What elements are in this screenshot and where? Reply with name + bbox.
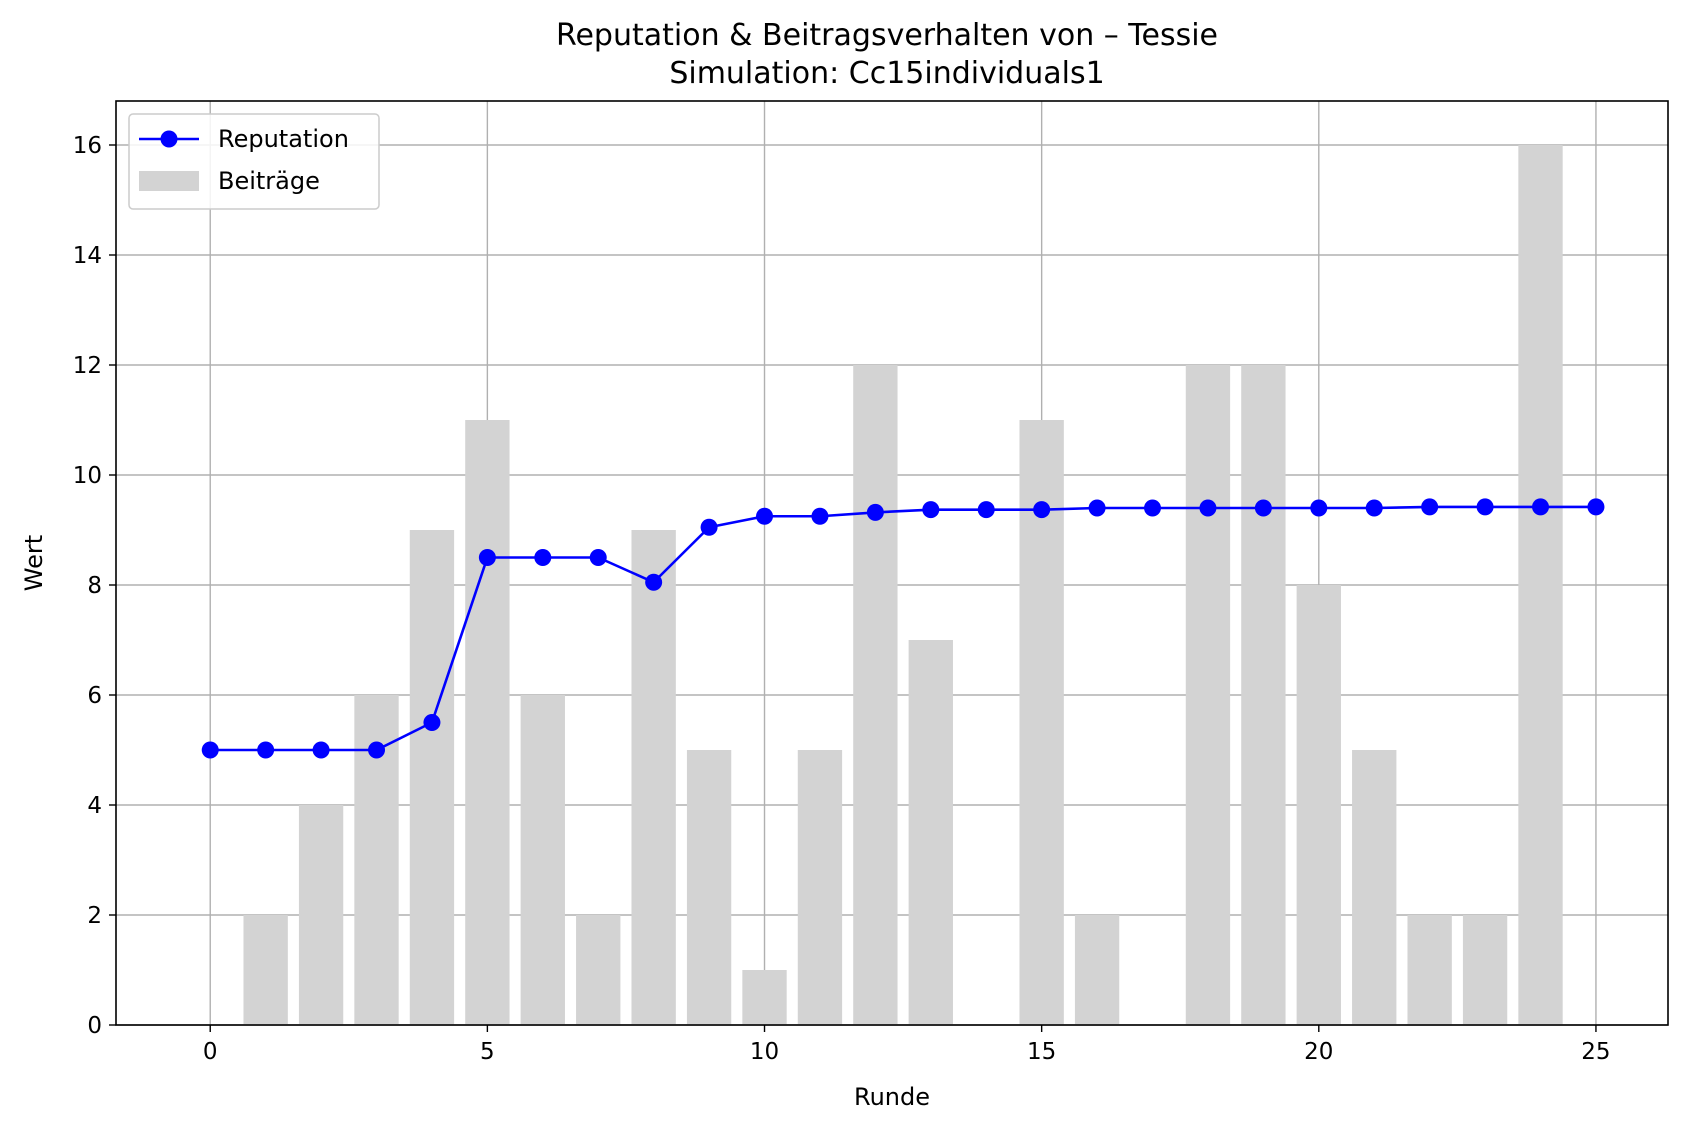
reputation-point [866,503,884,521]
tick-layer: 0 5 10 15 20 25 0 2 4 6 8 10 12 14 16 [73,133,1611,1065]
y-tick-label: 12 [73,353,102,379]
plot-frame [115,100,1669,1026]
x-tick-label: 10 [750,1039,779,1065]
x-tick-label: 20 [1304,1039,1333,1065]
legend-reputation-marker [160,130,178,148]
legend: Reputation Beiträge [128,113,380,210]
y-tick-label: 4 [87,793,102,819]
contribution-bar [409,530,455,1025]
reputation-point [1421,498,1439,516]
reputation-point [645,573,663,591]
reputation-point [534,549,552,566]
y-axis-label: Wert [20,535,48,591]
reputation-point [1088,499,1106,517]
reputation-point [1587,498,1605,516]
x-tick-label: 5 [480,1039,495,1065]
y-tick-label: 8 [87,573,102,599]
reputation-line [210,505,1596,752]
reputation-point [756,507,774,525]
reputation-point [1365,499,1383,517]
reputation-point [257,741,275,759]
contribution-bar [631,530,676,1025]
reputation-point [922,501,940,519]
legend-beitraege-label: Beiträge [218,167,320,195]
contribution-bar [1462,915,1508,1025]
reputation-point [201,741,219,759]
reputation-point [811,507,829,525]
x-tick-label: 0 [203,1039,218,1065]
contribution-bar [1518,145,1563,1025]
contribution-bar [576,915,621,1025]
contribution-bar [797,750,843,1025]
reputation-point [1532,498,1550,516]
contribution-bar [243,915,288,1025]
contribution-bar [853,365,898,1025]
y-tick-label: 16 [73,133,102,159]
y-tick-label: 2 [87,903,102,929]
y-tick-label: 10 [73,463,102,489]
reputation-point [700,518,718,536]
y-tick-label: 0 [87,1013,102,1039]
contribution-bar [1352,750,1397,1025]
reputation-point [977,501,995,519]
reputation-point [1199,499,1217,517]
bar-layer [243,145,1563,1025]
contribution-bar [465,420,510,1025]
contribution-bar [1296,585,1341,1025]
reputation-point [423,714,441,731]
reputation-point [1476,498,1494,516]
legend-reputation-label: Reputation [218,125,349,153]
contribution-bar [686,750,732,1025]
contribution-bar [520,695,565,1025]
reputation-point [589,549,607,566]
contribution-bar [1019,420,1064,1025]
x-axis-label: Runde [854,1083,930,1111]
contribution-bar [1241,365,1286,1025]
contribution-bar [1074,915,1120,1025]
reputation-point [1144,499,1162,517]
reputation-point [478,549,496,566]
contribution-bar [1407,915,1452,1025]
y-tick-label: 14 [73,243,102,269]
reputation-point [312,741,330,759]
line-layer [201,498,1605,759]
reputation-point [368,741,386,759]
reputation-point [1254,499,1272,517]
contribution-bar [298,805,344,1025]
chart-subtitle: Simulation: Cc15individuals1 [669,56,1104,91]
reputation-point [1310,499,1328,517]
x-tick-label: 15 [1027,1039,1056,1065]
chart-title: Reputation & Beitragsverhalten von – Tes… [556,18,1218,53]
reputation-point [1033,501,1051,519]
contribution-bar [1185,365,1231,1025]
legend-beitraege-swatch [139,171,199,191]
contribution-bar [742,970,787,1025]
x-tick-label: 25 [1581,1039,1610,1065]
contribution-bar [908,640,953,1025]
y-tick-label: 6 [87,683,102,709]
